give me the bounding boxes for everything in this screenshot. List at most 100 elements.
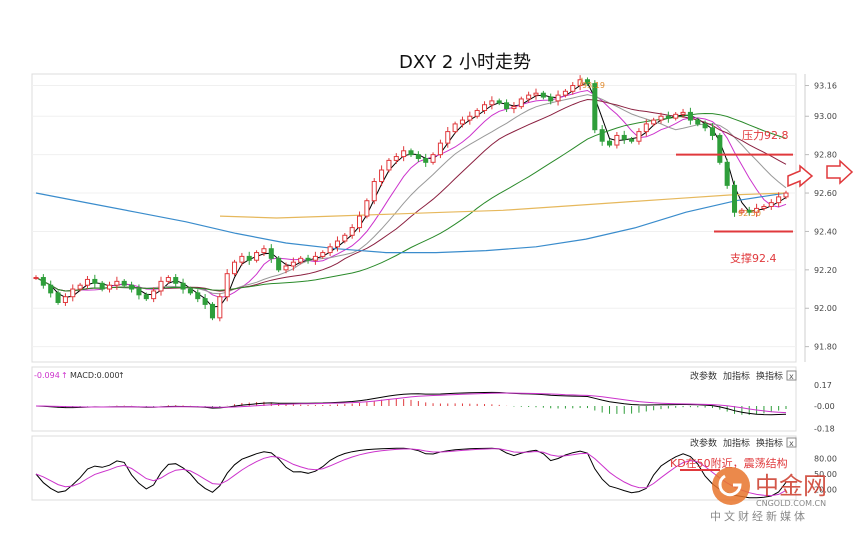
candle <box>276 256 282 273</box>
candle-body <box>695 119 701 125</box>
macd-menu-change-params[interactable]: 改参数 <box>690 370 717 382</box>
kd-menu-add-indicator[interactable]: 加指标 <box>723 437 750 449</box>
watermark-url: CNGOLD.COM.CN <box>756 499 826 508</box>
kd-close-button[interactable]: x <box>786 437 797 448</box>
macd-close-button[interactable]: x <box>786 370 797 381</box>
candle-body <box>320 252 326 257</box>
macd-arrow-icon: ↑ <box>61 371 68 380</box>
candle-body <box>129 284 135 290</box>
candle-body <box>401 150 407 158</box>
candle <box>393 153 399 164</box>
kd-menu-switch-indicator[interactable]: 换指标 <box>756 437 783 449</box>
candle-body <box>437 142 443 156</box>
y-tick-label: 93.16 <box>814 82 837 91</box>
candle-body <box>474 109 480 117</box>
candle-body <box>268 248 274 259</box>
candle-body <box>334 240 340 248</box>
candle <box>217 293 223 322</box>
y-tick-label: 92.40 <box>814 227 837 236</box>
candle-body <box>180 282 186 290</box>
candle-body <box>151 290 157 300</box>
candle <box>739 208 745 215</box>
candle <box>584 77 590 86</box>
candle-body <box>283 265 289 271</box>
candle-body <box>408 150 414 156</box>
candle-body <box>540 92 546 98</box>
candle <box>680 108 686 118</box>
candle-body <box>70 288 76 298</box>
y-tick-label: 91.80 <box>814 343 837 352</box>
kd-close-icon: x <box>789 439 794 448</box>
candle <box>496 98 502 106</box>
watermark: 中金网 CNGOLD.COM.CN 中文财经新媒体 <box>710 467 827 523</box>
candle-body <box>680 111 686 115</box>
candle <box>540 90 546 100</box>
candle-body <box>504 102 510 110</box>
candle <box>187 286 193 296</box>
candle <box>320 250 326 259</box>
candle-body <box>687 111 693 121</box>
candle <box>592 80 598 134</box>
candle-body <box>290 261 296 267</box>
candle <box>298 256 304 265</box>
candle-body <box>305 257 311 261</box>
candle-body <box>327 246 333 254</box>
candle-body <box>496 100 502 104</box>
support-label: 支撑92.4 <box>730 251 777 265</box>
candle <box>717 133 723 165</box>
candle-body <box>651 119 657 125</box>
candle <box>70 284 76 302</box>
candle <box>636 128 642 145</box>
candle-body <box>379 169 385 183</box>
candle <box>459 116 465 128</box>
ma-line-blue <box>35 192 787 254</box>
candle-body <box>224 273 230 298</box>
candle-body <box>732 184 738 213</box>
candle <box>173 274 179 287</box>
candle <box>92 274 98 288</box>
candle <box>48 280 54 298</box>
chart-title: DXY 2 小时走势 <box>399 52 531 73</box>
candle-body <box>77 284 83 290</box>
candle-body <box>629 138 635 142</box>
candle <box>129 281 135 293</box>
candle <box>724 158 730 189</box>
candle <box>33 275 39 280</box>
candle <box>84 275 90 289</box>
watermark-slogan: 中文财经新媒体 <box>710 509 808 523</box>
candle <box>467 111 473 125</box>
macd-menu-add-indicator[interactable]: 加指标 <box>723 370 750 382</box>
candle <box>165 275 171 284</box>
candle <box>334 236 340 252</box>
candle-body <box>55 292 61 303</box>
candle-body <box>467 115 473 121</box>
kd-menu-change-params[interactable]: 改参数 <box>690 437 717 449</box>
candle <box>408 148 414 157</box>
candle-body <box>173 277 179 284</box>
candle <box>195 289 201 303</box>
macd-menu-switch-indicator[interactable]: 换指标 <box>756 370 783 382</box>
candle-body <box>276 257 282 271</box>
candle-body <box>195 292 201 300</box>
candle <box>290 257 296 271</box>
candle-body <box>393 156 399 161</box>
candle-body <box>459 119 465 125</box>
candle-body <box>342 234 348 242</box>
candle-body <box>717 134 723 163</box>
candle <box>504 99 510 113</box>
candle-body <box>239 255 245 263</box>
candle-body <box>445 131 451 144</box>
candle-body <box>562 90 568 96</box>
macd-tick-label: 0.17 <box>814 381 832 390</box>
ma-line-orange <box>219 192 787 219</box>
candle <box>114 276 120 290</box>
kd-tick-label: 20.00 <box>814 486 837 495</box>
candle-body <box>423 157 429 163</box>
candle <box>651 117 657 127</box>
candle <box>40 274 46 289</box>
candle <box>437 139 443 159</box>
brand-logo-icon <box>712 467 750 505</box>
candle-body <box>371 181 377 202</box>
candle-body <box>746 209 752 213</box>
candle-body <box>364 200 370 217</box>
